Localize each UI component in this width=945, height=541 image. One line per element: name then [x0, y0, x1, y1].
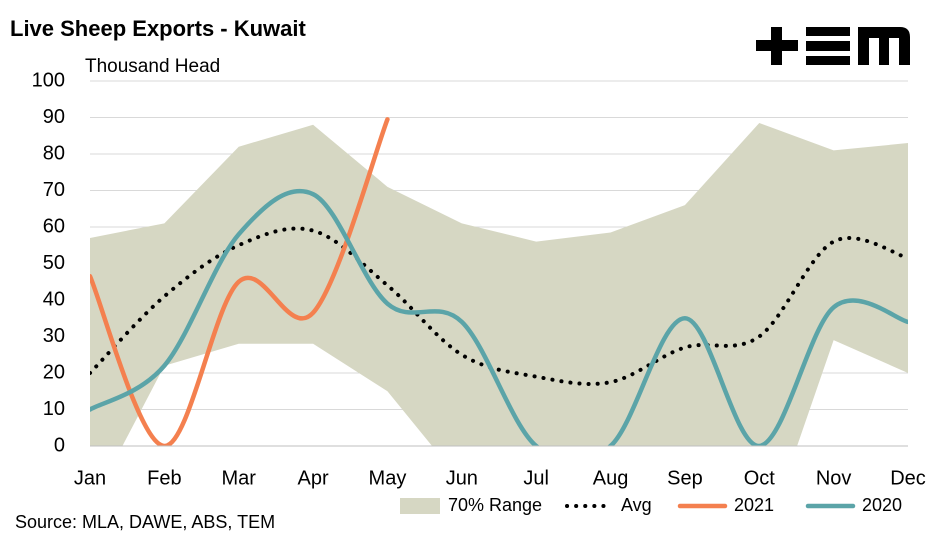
range-band: [90, 122, 908, 446]
chart-title: Live Sheep Exports - Kuwait: [10, 16, 307, 41]
series-line: [90, 117, 390, 446]
plot-area: [90, 117, 908, 446]
y-tick-label: 30: [43, 325, 65, 347]
legend-swatch: [400, 498, 440, 514]
x-tick-label: Jul: [523, 467, 549, 489]
axis-unit: Thousand Head: [85, 56, 220, 77]
x-tick-label: Apr: [298, 467, 329, 489]
y-tick-label: 0: [54, 434, 65, 456]
logo: [756, 27, 910, 65]
y-tick-label: 100: [32, 69, 65, 91]
y-tick-label: 20: [43, 361, 65, 383]
legend-label: 70% Range: [448, 495, 542, 515]
series-line: [90, 188, 908, 446]
y-tick-label: 60: [43, 215, 65, 237]
x-tick-label: May: [369, 467, 407, 489]
x-tick-label: Jan: [74, 467, 106, 489]
legend-label: Avg: [621, 495, 652, 515]
x-tick-label: Oct: [744, 467, 776, 489]
legend-label: 2021: [734, 495, 774, 515]
y-tick-label: 80: [43, 142, 65, 164]
x-tick-label: Aug: [593, 467, 629, 489]
x-tick-label: Jun: [446, 467, 478, 489]
x-tick-label: Dec: [890, 467, 926, 489]
x-tick-label: Mar: [222, 467, 257, 489]
y-tick-label: 90: [43, 106, 65, 128]
y-tick-label: 40: [43, 288, 65, 310]
y-tick-label: 50: [43, 252, 65, 274]
y-tick-label: 10: [43, 398, 65, 420]
legend-label: 2020: [862, 495, 902, 515]
x-tick-label: Nov: [816, 467, 852, 489]
source: Source: MLA, DAWE, ABS, TEM: [15, 512, 275, 532]
x-tick-label: Feb: [147, 467, 181, 489]
x-tick-label: Sep: [667, 467, 703, 489]
y-tick-label: 70: [43, 179, 65, 201]
